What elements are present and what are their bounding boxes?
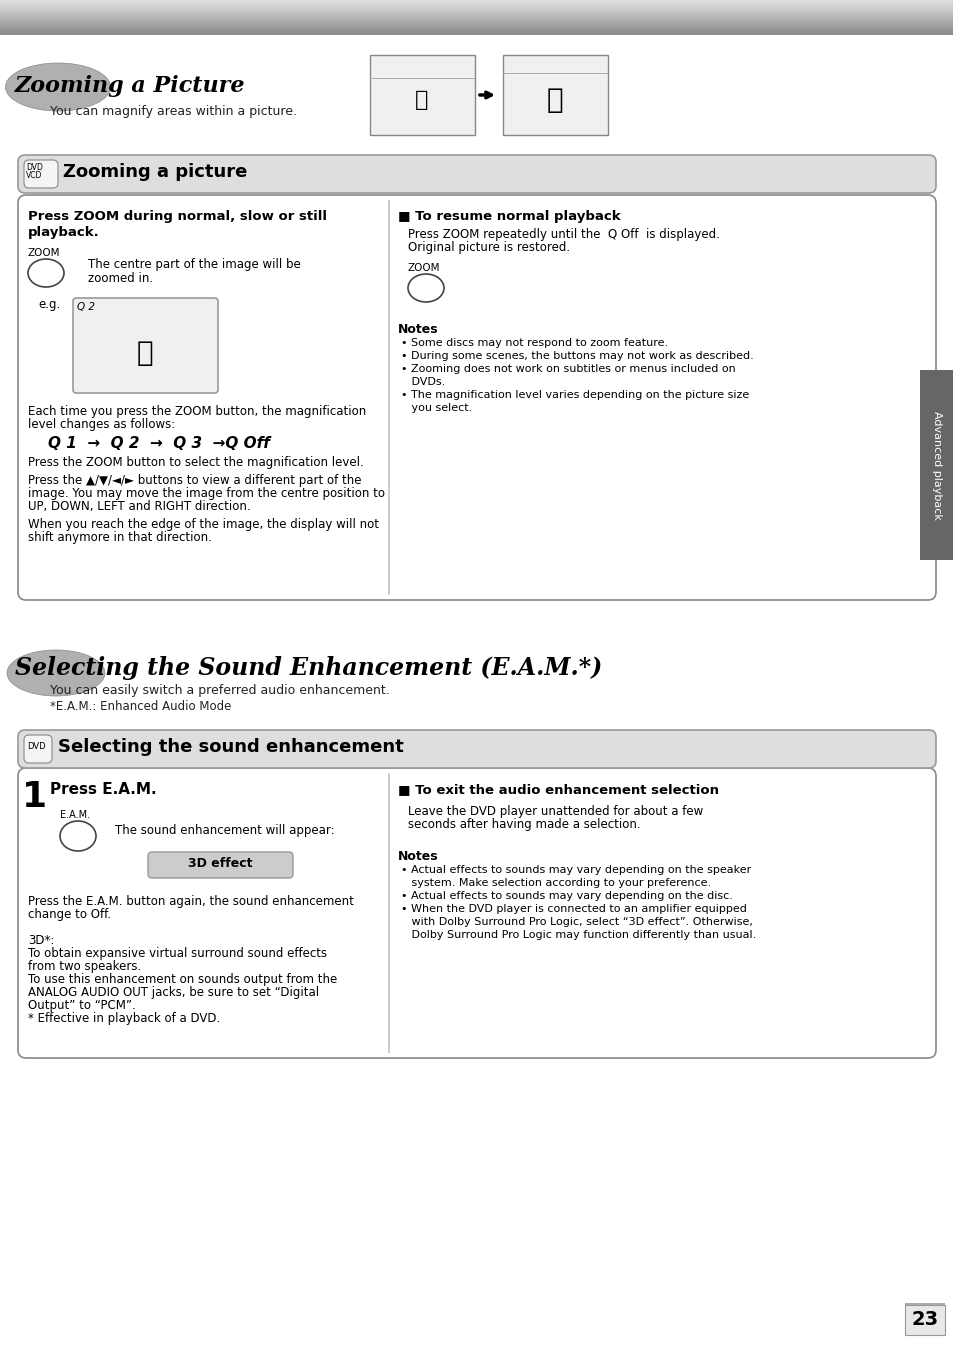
Text: Leave the DVD player unattended for about a few: Leave the DVD player unattended for abou… [408,805,702,818]
Text: Q 1  →  Q 2  →  Q 3  →Q Off: Q 1 → Q 2 → Q 3 →Q Off [48,436,270,451]
Text: Dolby Surround Pro Logic may function differently than usual.: Dolby Surround Pro Logic may function di… [400,930,756,940]
Bar [904,1303,944,1305]
Text: you select.: you select. [400,404,472,413]
Bar [502,55,607,135]
Text: with Dolby Surround Pro Logic, select “3D effect”. Otherwise,: with Dolby Surround Pro Logic, select “3… [400,917,752,927]
Text: Press the E.A.M. button again, the sound enhancement: Press the E.A.M. button again, the sound… [28,895,354,909]
Text: UP, DOWN, LEFT and RIGHT direction.: UP, DOWN, LEFT and RIGHT direction. [28,500,251,513]
Text: Original picture is restored.: Original picture is restored. [408,242,570,254]
FancyBboxPatch shape [148,852,293,878]
Text: playback.: playback. [28,225,100,239]
Text: shift anymore in that direction.: shift anymore in that direction. [28,531,212,544]
Text: The centre part of the image will be: The centre part of the image will be [88,258,300,271]
Text: *E.A.M.: Enhanced Audio Mode: *E.A.M.: Enhanced Audio Mode [50,701,232,713]
Text: system. Make selection according to your preference.: system. Make selection according to your… [400,878,710,888]
Ellipse shape [408,274,443,302]
Bar [370,55,475,135]
Text: Output” to “PCM”.: Output” to “PCM”. [28,999,135,1012]
Text: DVD: DVD [26,163,43,171]
Text: 🚙: 🚙 [415,90,428,109]
Text: 3D effect: 3D effect [188,857,252,869]
Text: zoomed in.: zoomed in. [88,271,153,285]
Text: level changes as follows:: level changes as follows: [28,418,175,431]
Text: Press E.A.M.: Press E.A.M. [50,782,156,796]
Text: • During some scenes, the buttons may not work as described.: • During some scenes, the buttons may no… [400,351,753,360]
Text: from two speakers.: from two speakers. [28,960,141,973]
Bar [904,1305,944,1335]
Text: • Actual effects to sounds may vary depending on the speaker: • Actual effects to sounds may vary depe… [400,865,750,875]
Text: e.g.: e.g. [38,298,60,311]
Ellipse shape [60,821,96,850]
Text: You can easily switch a preferred audio enhancement.: You can easily switch a preferred audio … [50,684,390,697]
Text: ANALOG AUDIO OUT jacks, be sure to set “Digital: ANALOG AUDIO OUT jacks, be sure to set “… [28,986,319,999]
Text: Advanced playback: Advanced playback [931,410,941,520]
Text: seconds after having made a selection.: seconds after having made a selection. [408,818,640,832]
Text: • The magnification level varies depending on the picture size: • The magnification level varies dependi… [400,390,748,400]
FancyBboxPatch shape [24,734,52,763]
Text: • Some discs may not respond to zoom feature.: • Some discs may not respond to zoom fea… [400,338,667,348]
Text: ZOOM: ZOOM [408,263,440,273]
Text: Zooming a picture: Zooming a picture [63,163,247,181]
FancyBboxPatch shape [18,730,935,768]
Ellipse shape [7,649,105,697]
Text: Selecting the Sound Enhancement (E.A.M.*): Selecting the Sound Enhancement (E.A.M.*… [15,656,601,680]
FancyBboxPatch shape [24,161,58,188]
Bar [904,1305,944,1335]
Text: Zooming a Picture: Zooming a Picture [15,76,245,97]
Text: ■ To exit the audio enhancement selection: ■ To exit the audio enhancement selectio… [397,783,719,796]
Text: Notes: Notes [397,323,438,336]
Text: You can magnify areas within a picture.: You can magnify areas within a picture. [50,105,296,117]
Text: • Actual effects to sounds may vary depending on the disc.: • Actual effects to sounds may vary depe… [400,891,732,900]
FancyBboxPatch shape [18,155,935,193]
Text: To obtain expansive virtual surround sound effects: To obtain expansive virtual surround sou… [28,946,327,960]
Text: Notes: Notes [397,850,438,863]
Bar [388,200,390,595]
Text: 3D*:: 3D*: [28,934,54,946]
Text: ZOOM: ZOOM [28,248,60,258]
Text: • Zooming does not work on subtitles or menus included on: • Zooming does not work on subtitles or … [400,364,735,374]
Bar [502,55,607,135]
FancyBboxPatch shape [18,194,935,599]
Text: * Effective in playback of a DVD.: * Effective in playback of a DVD. [28,1012,220,1025]
Text: 23: 23 [910,1310,938,1328]
Text: Press ZOOM during normal, slow or still: Press ZOOM during normal, slow or still [28,211,327,223]
Text: • When the DVD player is connected to an amplifier equipped: • When the DVD player is connected to an… [400,904,746,914]
Text: 1: 1 [22,780,47,814]
Text: change to Off.: change to Off. [28,909,111,921]
Text: 🚗: 🚗 [136,339,153,367]
Bar [919,370,953,560]
Text: DVD: DVD [27,743,46,751]
Ellipse shape [28,259,64,288]
Text: Selecting the sound enhancement: Selecting the sound enhancement [58,738,403,756]
Text: image. You may move the image from the centre position to: image. You may move the image from the c… [28,487,385,500]
FancyBboxPatch shape [18,768,935,1058]
Ellipse shape [6,63,111,111]
Text: Press the ZOOM button to select the magnification level.: Press the ZOOM button to select the magn… [28,456,363,468]
Text: Each time you press the ZOOM button, the magnification: Each time you press the ZOOM button, the… [28,405,366,418]
Text: E.A.M.: E.A.M. [60,810,90,819]
Text: Q 2: Q 2 [77,302,95,312]
FancyBboxPatch shape [73,298,218,393]
Text: ■ To resume normal playback: ■ To resume normal playback [397,211,620,223]
Text: Press ZOOM repeatedly until the  Q Off  is displayed.: Press ZOOM repeatedly until the Q Off is… [408,228,720,242]
Bar [370,55,475,135]
Text: DVDs.: DVDs. [400,377,445,387]
Text: 🚙: 🚙 [546,86,562,113]
Text: To use this enhancement on sounds output from the: To use this enhancement on sounds output… [28,973,337,985]
Text: The sound enhancement will appear:: The sound enhancement will appear: [115,824,335,837]
Text: VCD: VCD [26,171,42,180]
Bar [388,774,390,1053]
Text: When you reach the edge of the image, the display will not: When you reach the edge of the image, th… [28,518,378,531]
Text: Press the ▲/▼/◄/► buttons to view a different part of the: Press the ▲/▼/◄/► buttons to view a diff… [28,474,361,487]
